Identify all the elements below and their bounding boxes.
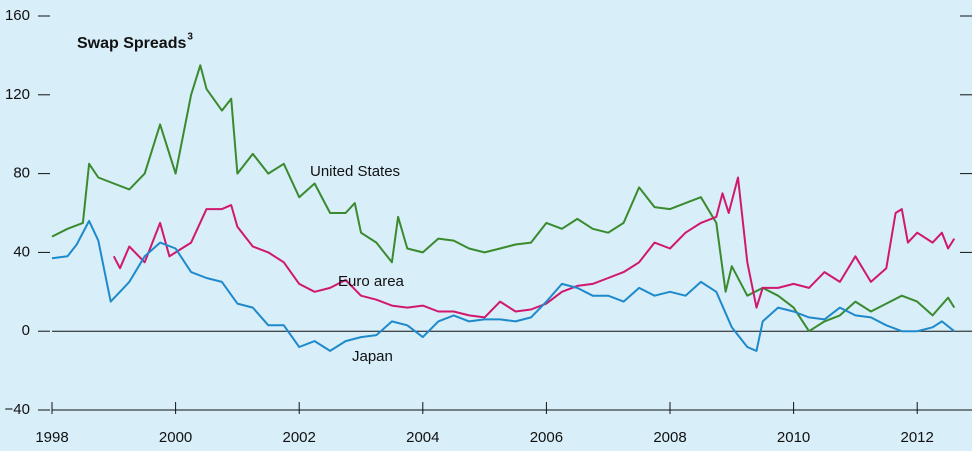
- y-tick-label: 160: [5, 7, 30, 24]
- x-tick-label: 2002: [283, 429, 316, 446]
- title-footnote: 3: [187, 32, 193, 43]
- y-tick-label: 120: [5, 86, 30, 103]
- series-label: Euro area: [338, 273, 405, 290]
- x-tick-label: 2004: [406, 429, 439, 446]
- x-tick-label: 2010: [777, 429, 810, 446]
- x-tick-label: 2000: [159, 429, 192, 446]
- chart-title: Swap Spreads: [77, 35, 186, 52]
- series-label: United States: [310, 163, 400, 180]
- series-label: Japan: [352, 348, 393, 365]
- x-tick-label: 2012: [901, 429, 934, 446]
- y-tick-label: 40: [13, 243, 30, 260]
- y-tick-label: 80: [13, 165, 30, 182]
- x-tick-label: 1998: [35, 429, 68, 446]
- y-tick-label: 0: [22, 322, 30, 339]
- series-line: [112, 176, 956, 319]
- x-tick-label: 2008: [653, 429, 686, 446]
- x-tick-label: 2006: [530, 429, 563, 446]
- y-tick-label: −40: [5, 401, 30, 418]
- series-line: [51, 219, 955, 352]
- series-line: [51, 64, 956, 333]
